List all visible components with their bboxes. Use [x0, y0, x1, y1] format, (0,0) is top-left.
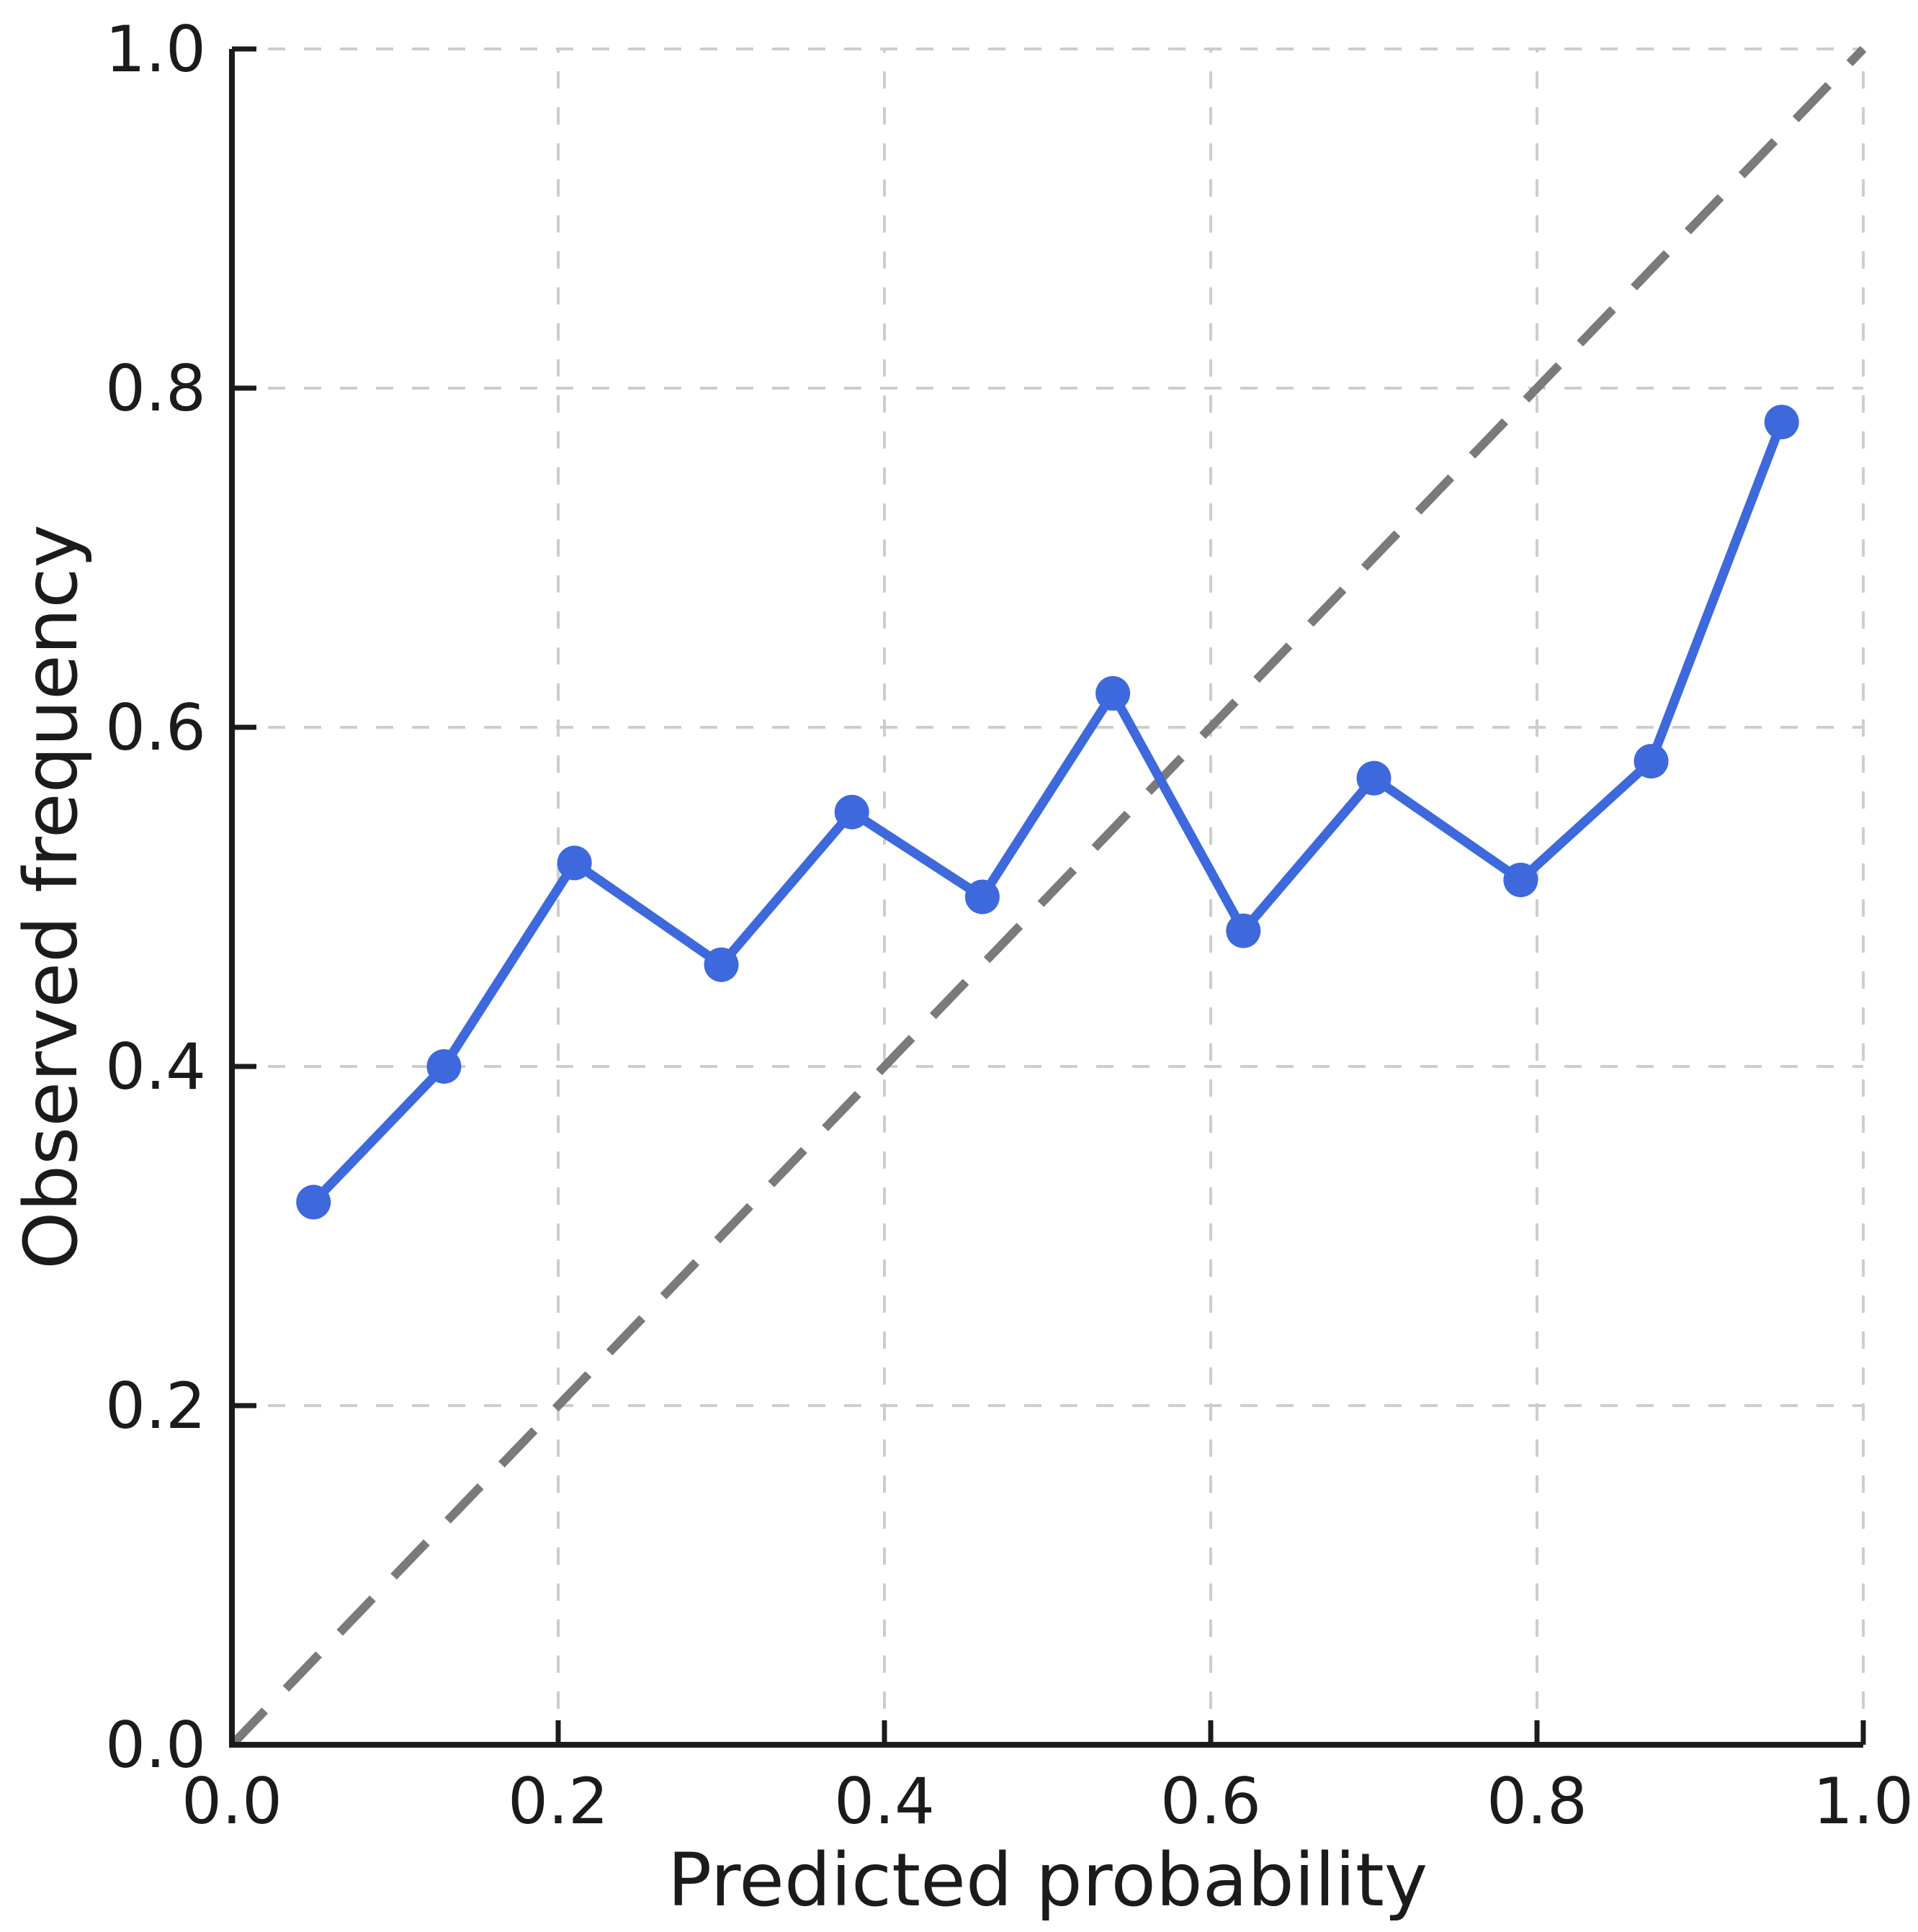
data-point-marker	[964, 879, 1000, 915]
x-axis-label: Predicted probability	[668, 1838, 1428, 1923]
x-tick-label: 0.8	[1487, 1764, 1587, 1838]
data-point-marker	[296, 1185, 331, 1220]
calibration-series	[308, 417, 1787, 1207]
x-tick-label: 0.2	[508, 1764, 609, 1838]
y-tick-label: 0.6	[105, 691, 206, 765]
data-point-marker	[1634, 744, 1669, 779]
calibration-curve-line	[308, 417, 1787, 1207]
axis-ticks	[229, 46, 1866, 1748]
axis-spines	[229, 49, 1863, 1748]
x-tick-label: 1.0	[1813, 1764, 1914, 1838]
y-tick-label: 0.0	[105, 1708, 206, 1782]
tick-labels: 0.0 0.2 0.4 0.6 0.8 1.0 0.0 0.2 0.4 0.6 0.8 1.0	[105, 12, 1914, 1838]
data-point-marker	[1764, 405, 1799, 440]
data-point-marker	[1503, 862, 1538, 897]
data-point-marker	[426, 1049, 462, 1084]
y-tick-label: 1.0	[105, 12, 206, 86]
data-point-marker	[1095, 675, 1131, 711]
data-point-marker	[1356, 760, 1392, 796]
perfect-calibration-line	[228, 45, 1867, 1748]
reference-diagonal	[228, 45, 1867, 1748]
data-point-marker	[1226, 913, 1261, 948]
x-tick-label: 0.6	[1160, 1764, 1261, 1838]
data-point-marker	[704, 947, 739, 982]
y-axis-label: Observed frequency	[9, 524, 94, 1270]
x-tick-label: 0.4	[834, 1764, 935, 1838]
gridlines	[232, 48, 1865, 1745]
y-tick-label: 0.2	[105, 1369, 206, 1443]
y-tick-label: 0.8	[105, 351, 206, 426]
data-point-marker	[834, 794, 869, 830]
data-point-marker	[557, 845, 592, 881]
x-tick-label: 0.0	[182, 1764, 282, 1838]
y-tick-label: 0.4	[105, 1030, 206, 1104]
data-point-markers	[296, 405, 1799, 1220]
